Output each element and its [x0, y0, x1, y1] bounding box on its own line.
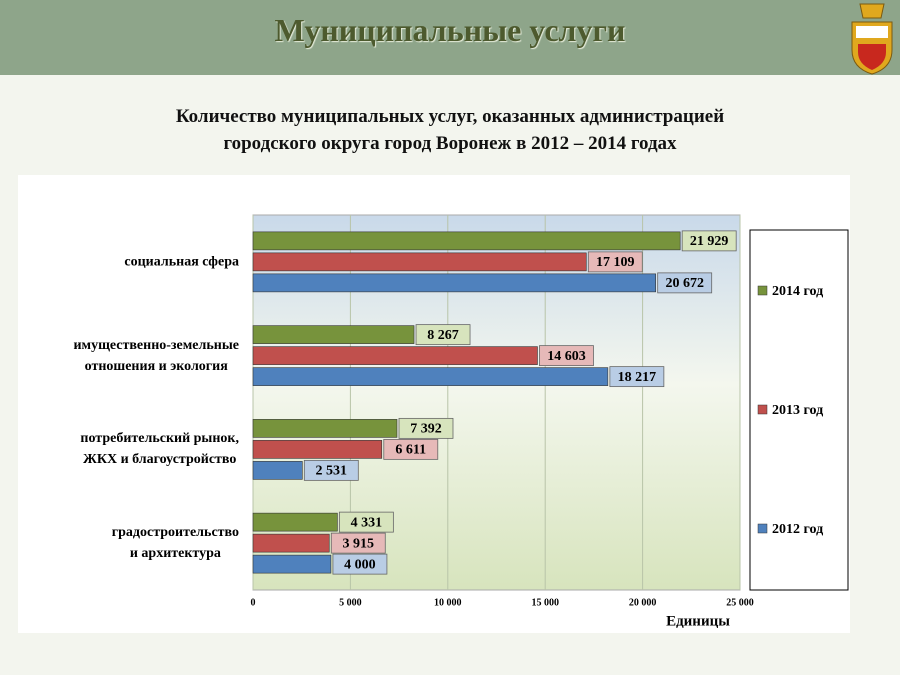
bar	[252, 252, 587, 272]
bar	[252, 273, 656, 293]
x-axis-label: Единицы	[666, 613, 730, 629]
y-tick-label: социальная сфера	[124, 254, 239, 270]
value-label-box	[338, 511, 394, 533]
value-label: 6 611	[395, 443, 426, 458]
bar	[252, 554, 332, 574]
x-tick-label: 0	[251, 597, 256, 608]
coat-of-arms	[851, 3, 893, 75]
legend-swatch	[757, 523, 768, 534]
header-band	[0, 0, 900, 75]
value-label: 21 929	[690, 234, 729, 249]
value-label: 3 915	[343, 536, 375, 551]
value-label-box	[657, 272, 713, 294]
x-tick-label: 5 000	[339, 597, 362, 608]
legend-label: 2012 год	[772, 522, 823, 537]
bar	[252, 367, 609, 386]
x-tick-label: 20 000	[629, 597, 657, 608]
x-tick-label: 15 000	[531, 597, 559, 608]
bar	[252, 440, 383, 459]
value-label-box	[303, 459, 359, 481]
bar	[252, 461, 303, 480]
bar	[252, 231, 681, 251]
y-tick-label: потребительский рынок, ЖКХ и благоустрой…	[80, 431, 239, 468]
value-label-box	[539, 345, 594, 367]
legend-swatch	[757, 404, 768, 415]
value-label: 4 000	[344, 557, 376, 572]
bar	[252, 346, 538, 365]
chart-title: Количество муниципальных услуг, оказанны…	[175, 106, 725, 154]
y-tick-label: имущественно-земельные отношения и эколо…	[73, 337, 239, 374]
value-label: 8 267	[427, 328, 459, 343]
value-label: 20 672	[665, 276, 704, 291]
value-label: 7 392	[410, 422, 442, 437]
x-tick-label: 10 000	[434, 597, 462, 608]
value-label-box	[332, 553, 388, 575]
legend-label: 2013 год	[772, 403, 823, 418]
bar	[252, 512, 338, 532]
value-label: 17 109	[596, 255, 635, 270]
value-label-box	[587, 251, 643, 273]
plot-area	[252, 214, 741, 591]
bar	[252, 533, 330, 553]
value-label: 18 217	[618, 370, 657, 385]
y-tick-label: градостроительство и архитектура	[111, 525, 239, 562]
value-label: 2 531	[316, 464, 348, 479]
bar	[252, 419, 398, 438]
slide-title: Муниципальные услуги	[274, 12, 626, 48]
legend-swatch	[757, 285, 768, 296]
value-label: 14 603	[547, 349, 586, 364]
value-label-box	[398, 417, 454, 439]
value-label: 4 331	[351, 515, 383, 530]
value-label-box	[609, 366, 665, 388]
x-tick-label: 25 000	[726, 597, 754, 608]
value-label-box	[415, 324, 471, 346]
value-label-box	[383, 438, 439, 460]
value-label-box	[330, 532, 386, 554]
value-label-box	[681, 230, 737, 252]
legend-label: 2014 год	[772, 284, 823, 299]
bar	[252, 325, 415, 344]
